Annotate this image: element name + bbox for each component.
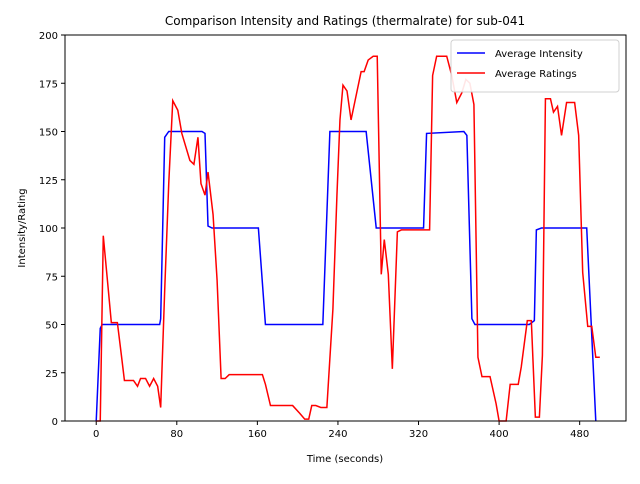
legend-label: Average Ratings (495, 69, 577, 80)
y-tick-label: 0 (52, 417, 58, 428)
x-axis-label: Time (seconds) (306, 454, 383, 465)
legend-label: Average Intensity (495, 49, 583, 60)
y-tick-label: 75 (45, 272, 58, 283)
line (96, 55, 600, 422)
legend-box (450, 39, 620, 93)
y-tick-label: 50 (45, 321, 58, 332)
y-tick-label: 100 (39, 224, 58, 235)
y-tick-label: 125 (39, 176, 58, 187)
y-tick-label: 200 (39, 31, 58, 42)
x-tick-label: 400 (490, 429, 509, 440)
x-tick-label: 320 (409, 429, 428, 440)
y-axis-label: Intensity/Rating (17, 188, 28, 267)
x-tick-label: 240 (328, 429, 347, 440)
x-tick-label: 480 (570, 429, 589, 440)
x-tick-label: 160 (248, 429, 267, 440)
y-tick-label: 175 (39, 79, 58, 90)
line (95, 130, 597, 422)
y-tick-label: 150 (39, 128, 58, 139)
plot-frame (64, 34, 627, 422)
x-tick-label: 80 (170, 429, 183, 440)
chart-title: Comparison Intensity and Ratings (therma… (165, 14, 525, 28)
y-tick-label: 25 (45, 369, 58, 380)
x-tick-label: 0 (93, 429, 99, 440)
